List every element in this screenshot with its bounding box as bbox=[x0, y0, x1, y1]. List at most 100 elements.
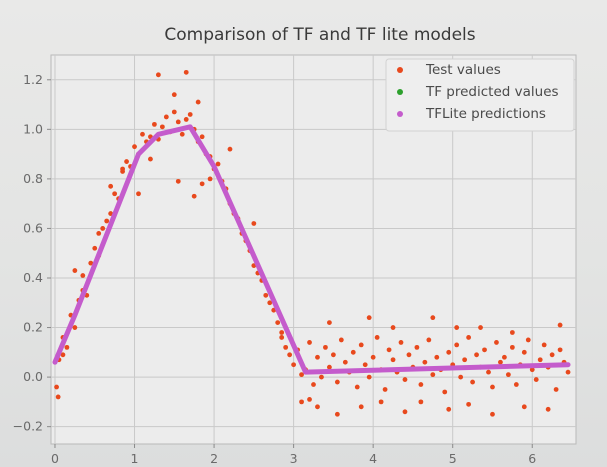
test-value-point bbox=[175, 178, 181, 184]
test-value-point bbox=[342, 359, 348, 365]
y-tick-label: 1.2 bbox=[23, 72, 43, 87]
y-tick-label: −0.2 bbox=[13, 419, 43, 434]
y-tick-label: 1.0 bbox=[23, 121, 43, 136]
test-value-point bbox=[366, 374, 372, 380]
test-value-point bbox=[446, 406, 452, 412]
test-value-point bbox=[307, 397, 312, 402]
test-value-point bbox=[557, 322, 563, 328]
test-value-point bbox=[478, 325, 483, 330]
x-tick-label: 2 bbox=[210, 451, 218, 466]
test-value-point bbox=[287, 352, 293, 358]
y-tick-label: 0.6 bbox=[23, 220, 43, 235]
test-value-point bbox=[350, 349, 356, 355]
test-value-point bbox=[498, 359, 503, 365]
test-value-point bbox=[509, 344, 515, 350]
tflite-prediction-line bbox=[52, 124, 571, 375]
test-value-point bbox=[315, 354, 320, 360]
test-value-point bbox=[398, 340, 404, 345]
test-value-point bbox=[100, 226, 106, 231]
test-value-point bbox=[279, 330, 285, 335]
test-value-point bbox=[402, 377, 408, 382]
test-value-point bbox=[291, 362, 297, 368]
test-value-point bbox=[171, 109, 177, 115]
test-value-point bbox=[458, 374, 464, 380]
test-value-point bbox=[557, 347, 563, 353]
x-tick-label: 4 bbox=[369, 451, 377, 466]
test-value-point bbox=[132, 144, 137, 150]
test-value-point bbox=[155, 72, 161, 78]
test-value-point bbox=[330, 352, 336, 358]
test-value-point bbox=[454, 325, 460, 330]
test-value-point bbox=[334, 379, 340, 385]
test-value-point bbox=[474, 352, 479, 358]
test-value-point bbox=[565, 369, 571, 375]
legend: Test values TF predicted values TFLite pre… bbox=[385, 58, 575, 132]
y-tick-label: 0.2 bbox=[23, 320, 43, 335]
test-value-point bbox=[354, 384, 360, 390]
data-marks bbox=[52, 69, 571, 417]
test-value-point bbox=[136, 191, 141, 197]
y-tick-label: 0.8 bbox=[23, 171, 43, 186]
test-value-point bbox=[55, 394, 61, 400]
test-value-point bbox=[541, 342, 547, 348]
test-value-point bbox=[299, 399, 304, 405]
test-value-point bbox=[422, 359, 428, 365]
test-value-point bbox=[414, 344, 420, 350]
test-value-point bbox=[251, 221, 257, 226]
test-value-point bbox=[327, 320, 332, 325]
test-value-point bbox=[430, 372, 436, 378]
test-value-point bbox=[275, 320, 281, 325]
test-value-point bbox=[402, 409, 408, 415]
test-value-point bbox=[434, 354, 440, 360]
test-value-point bbox=[72, 325, 78, 330]
test-value-point bbox=[327, 364, 332, 370]
test-value-point bbox=[486, 369, 491, 375]
test-value-point bbox=[529, 367, 535, 373]
test-value-point bbox=[307, 340, 312, 345]
chart-title: Comparison of TF and TF lite models bbox=[164, 25, 475, 45]
legend-box bbox=[385, 58, 575, 132]
test-value-point bbox=[315, 404, 320, 410]
test-value-point bbox=[96, 230, 102, 236]
test-value-point bbox=[442, 389, 448, 395]
test-value-point bbox=[521, 349, 527, 355]
test-value-point bbox=[470, 379, 475, 385]
test-value-point bbox=[553, 387, 559, 392]
test-value-point bbox=[418, 382, 424, 387]
test-value-point bbox=[358, 404, 364, 410]
test-value-point bbox=[502, 354, 507, 360]
test-value-point bbox=[374, 335, 380, 340]
test-value-point bbox=[163, 114, 169, 120]
test-value-point bbox=[390, 357, 396, 363]
test-value-point bbox=[466, 401, 472, 407]
test-value-point bbox=[152, 121, 157, 127]
test-value-point bbox=[378, 399, 384, 405]
test-value-point bbox=[195, 99, 201, 105]
test-value-point bbox=[112, 191, 118, 197]
test-value-point bbox=[279, 335, 285, 340]
test-value-point bbox=[525, 337, 531, 343]
test-value-point bbox=[263, 292, 269, 298]
test-value-point bbox=[124, 159, 129, 164]
legend-test-values-marker bbox=[397, 67, 403, 73]
test-value-point bbox=[390, 325, 396, 330]
test-value-point bbox=[54, 384, 59, 390]
test-value-point bbox=[283, 344, 289, 350]
test-value-point bbox=[60, 352, 66, 358]
test-value-point bbox=[179, 131, 185, 137]
legend-tflite-predictions-label: TFLite predictions bbox=[425, 106, 546, 122]
test-value-point bbox=[199, 134, 205, 140]
test-value-point bbox=[120, 166, 125, 172]
test-value-point bbox=[406, 352, 412, 358]
test-value-point bbox=[382, 387, 388, 392]
test-value-point bbox=[183, 69, 189, 75]
test-value-point bbox=[490, 411, 495, 417]
test-value-point bbox=[299, 372, 304, 378]
test-value-point bbox=[159, 124, 165, 130]
x-tick-label: 3 bbox=[290, 451, 298, 466]
legend-test-values-label: Test values bbox=[425, 62, 501, 78]
test-value-point bbox=[215, 161, 221, 167]
test-value-point bbox=[386, 347, 392, 353]
